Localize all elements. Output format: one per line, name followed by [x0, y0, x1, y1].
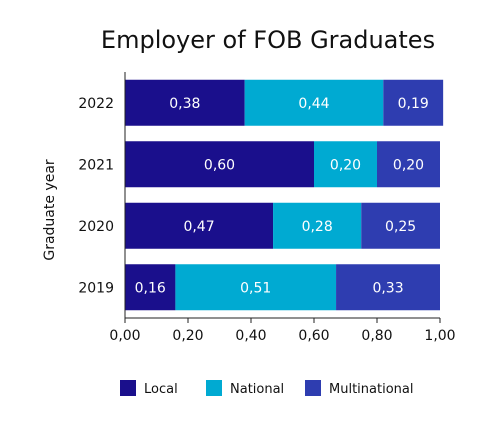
y-tick-label: 2019: [78, 280, 114, 296]
data-label-2021-national: 0,20: [330, 157, 361, 173]
x-tick-label: 0,40: [235, 328, 266, 344]
bars-group: 0,38 0,44 0,19 0,60 0,20 0,20 0,47 0,28 0,25 0,16…: [125, 79, 444, 311]
data-label-2021-multinational: 0,20: [393, 157, 424, 173]
bar-2019-national: [175, 264, 337, 311]
bar-2022-national: [244, 79, 384, 126]
data-label-2020-national: 0,28: [302, 219, 333, 235]
data-label-2019-multinational: 0,33: [372, 280, 403, 296]
axes-group: 0,00 0,20 0,40 0,60 0,80 1,00 2022 2021 2020 2019: [78, 72, 456, 344]
y-tick-label: 2022: [78, 96, 114, 112]
data-label-2022-multinational: 0,19: [398, 96, 429, 112]
y-axis-label: Graduate year: [42, 159, 58, 261]
data-label-2022-national: 0,44: [298, 96, 329, 112]
legend-swatch-local: [120, 380, 136, 396]
legend-label-multinational: Multinational: [329, 382, 413, 397]
bar-2021-local: [125, 141, 314, 188]
bar-2020-national: [273, 202, 362, 249]
data-label-2020-local: 0,47: [183, 219, 214, 235]
bar-2019-multinational: [336, 264, 440, 311]
x-tick-label: 1,00: [424, 328, 455, 344]
bar-2020-local: [125, 202, 274, 249]
bar-2022-local: [125, 79, 245, 126]
bar-2022-multinational: [383, 79, 444, 126]
legend-label-local: Local: [144, 382, 178, 397]
y-tick-label: 2021: [78, 157, 114, 173]
legend-swatch-national: [206, 380, 222, 396]
bar-2020-multinational: [361, 202, 440, 249]
x-tick-label: 0,80: [361, 328, 392, 344]
chart-title: Employer of FOB Graduates: [101, 26, 435, 54]
data-label-2020-multinational: 0,25: [385, 219, 416, 235]
data-label-2019-national: 0,51: [240, 280, 271, 296]
bar-2019-local: [125, 264, 176, 311]
bar-2021-multinational: [377, 141, 440, 188]
bar-2021-national: [314, 141, 377, 188]
data-label-2019-local: 0,16: [135, 280, 166, 296]
x-tick-label: 0,60: [298, 328, 329, 344]
y-tick-label: 2020: [78, 219, 114, 235]
legend-label-national: National: [230, 382, 284, 397]
data-label-2021-local: 0,60: [204, 157, 235, 173]
data-label-2022-local: 0,38: [169, 96, 200, 112]
x-tick-label: 0,20: [172, 328, 203, 344]
legend: Local National Multinational: [120, 380, 413, 397]
x-tick-label: 0,00: [109, 328, 140, 344]
legend-swatch-multinational: [305, 380, 321, 396]
